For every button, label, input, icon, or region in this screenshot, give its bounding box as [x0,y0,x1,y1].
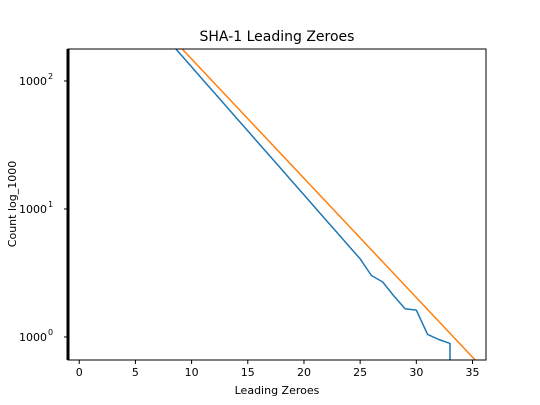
y-tick-exponent: 0 [48,328,53,337]
series-line-2 [181,49,477,360]
y-tick-label: 1000 [19,203,47,216]
y-tick-label: 1000 [19,331,47,344]
x-tick-label: 5 [132,366,139,379]
x-tick-label: 0 [76,366,83,379]
x-tick-label: 20 [297,366,311,379]
y-tick-label: 1000 [19,75,47,88]
y-axis-label: Count log_1000 [6,161,19,247]
x-tick-label: 25 [353,366,367,379]
x-axis-ticks: 0 5 10 15 20 25 30 35 [76,360,480,379]
y-tick-exponent: 2 [48,72,53,81]
x-tick-label: 15 [241,366,255,379]
x-tick-label: 35 [466,366,480,379]
chart-title: SHA-1 Leading Zeroes [200,29,355,45]
plot-frame [67,48,487,361]
series-line-1 [174,49,451,360]
x-tick-label: 10 [185,366,199,379]
series-layer [174,49,477,360]
x-tick-label: 30 [409,366,423,379]
y-tick-exponent: 1 [48,200,53,209]
x-axis-label: Leading Zeroes [235,384,320,397]
